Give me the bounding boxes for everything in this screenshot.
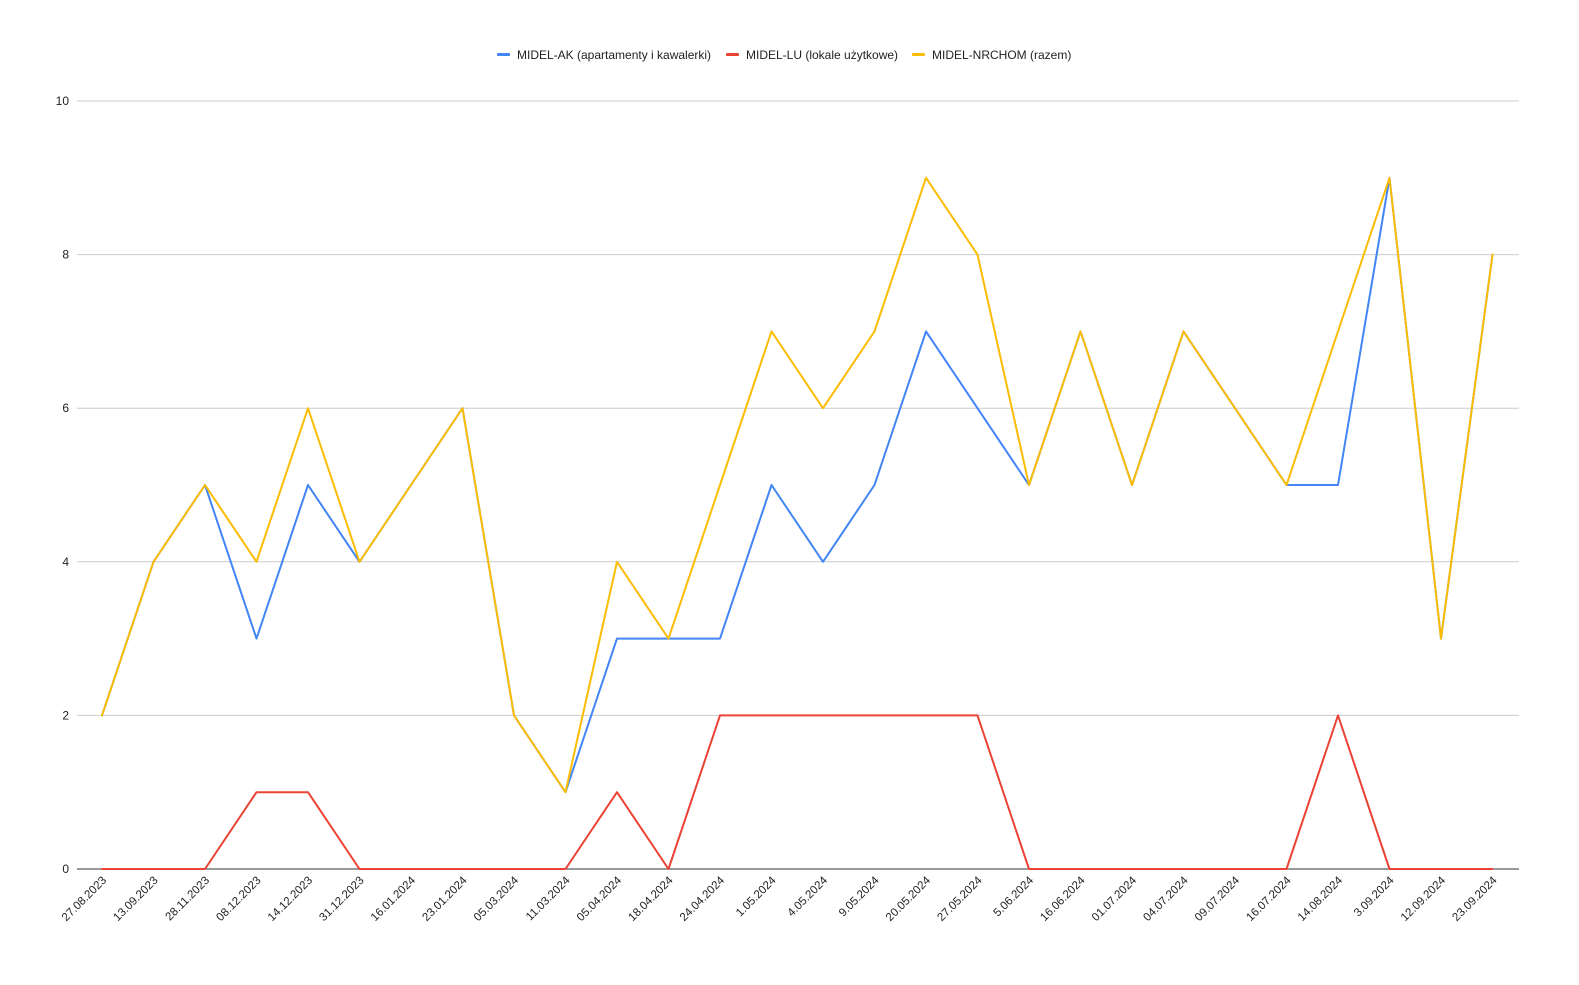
legend-swatch xyxy=(912,53,925,56)
x-tick-label: 4.05.2024 xyxy=(785,874,830,919)
x-tick-label: 04.07.2024 xyxy=(1141,874,1191,924)
x-tick-label: 01.07.2024 xyxy=(1090,874,1140,924)
y-tick-label: 0 xyxy=(62,862,69,876)
y-tick-label: 4 xyxy=(62,555,69,569)
x-tick-label: 24.04.2024 xyxy=(678,874,728,924)
x-tick-label: 31.12.2023 xyxy=(317,875,366,924)
legend-swatch xyxy=(497,53,510,56)
x-tick-label: 08.12.2023 xyxy=(214,875,263,924)
x-tick-label: 05.03.2024 xyxy=(472,874,522,924)
y-tick-label: 8 xyxy=(62,248,69,262)
legend-label: MIDEL-LU (lokale użytkowe) xyxy=(746,48,898,62)
series-lines xyxy=(101,176,1494,870)
x-tick-label: 16.01.2024 xyxy=(369,874,419,924)
legend-swatch xyxy=(726,53,739,56)
series-line-1 xyxy=(101,176,1494,794)
x-tick-label: 16.07.2024 xyxy=(1244,874,1294,924)
x-tick-label: 1.05.2024 xyxy=(734,874,779,919)
x-tick-label: 27.05.2024 xyxy=(935,874,985,924)
y-axis-ticks: 0 2 4 6 8 10 xyxy=(56,94,70,876)
x-tick-label: 3.09.2024 xyxy=(1352,874,1397,919)
x-tick-label: 23.01.2024 xyxy=(420,874,470,924)
x-axis-ticks: 27.08.2023 13.09.2023 28.11.2023 08.12.2023… xyxy=(60,874,1500,924)
x-tick-label: 5.06.2024 xyxy=(991,874,1036,919)
series-line-3 xyxy=(101,176,1494,794)
y-tick-label: 10 xyxy=(56,94,70,108)
x-tick-label: 18.04.2024 xyxy=(626,874,676,924)
x-tick-label: 23.09.2024 xyxy=(1450,874,1500,924)
x-tick-label: 09.07.2024 xyxy=(1193,874,1243,924)
x-tick-label: 14.12.2023 xyxy=(266,875,315,924)
legend-label: MIDEL-NRCHOM (razem) xyxy=(932,48,1071,62)
x-tick-label: 16.06.2024 xyxy=(1038,874,1088,924)
x-tick-label: 12.09.2024 xyxy=(1399,874,1449,924)
y-tick-label: 2 xyxy=(62,708,69,722)
x-tick-label: 9.05.2024 xyxy=(837,874,882,919)
y-tick-label: 6 xyxy=(62,401,69,415)
x-tick-label: 28.11.2023 xyxy=(164,875,213,924)
x-tick-label: 14.08.2024 xyxy=(1296,874,1346,924)
legend: MIDEL-AK (apartamenty i kawalerki) MIDEL-… xyxy=(497,48,1071,62)
x-tick-label: 13.09.2023 xyxy=(111,875,160,924)
x-tick-label: 11.03.2024 xyxy=(524,874,573,923)
x-tick-label: 05.04.2024 xyxy=(575,874,625,924)
series-line-2 xyxy=(101,714,1494,870)
x-tick-label: 20.05.2024 xyxy=(884,874,934,924)
x-tick-label: 27.08.2023 xyxy=(60,875,109,924)
legend-label: MIDEL-AK (apartamenty i kawalerki) xyxy=(517,48,711,62)
